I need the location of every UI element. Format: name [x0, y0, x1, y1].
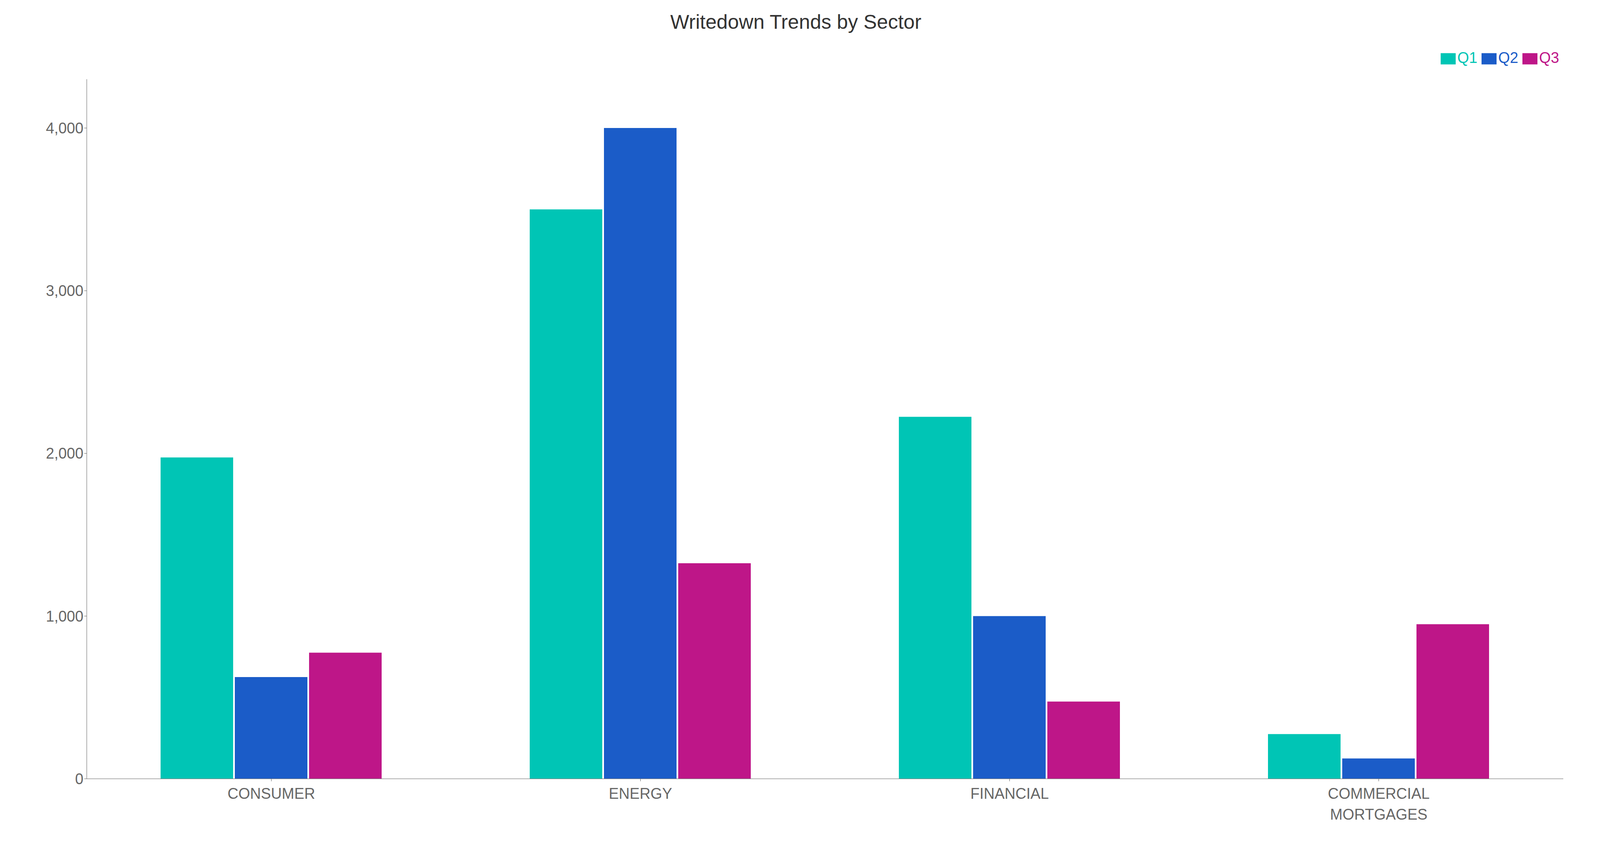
svg-text:0: 0: [75, 770, 84, 788]
svg-text:FINANCIAL: FINANCIAL: [970, 785, 1049, 803]
svg-text:4,000: 4,000: [45, 119, 84, 137]
svg-text:3,000: 3,000: [45, 282, 84, 300]
html-text:Q2: Q2: [1498, 49, 1519, 67]
svg-text:CONSUMER: CONSUMER: [227, 785, 315, 803]
html-text:Writedown Trends by Sector: Writedown Trends by Sector: [670, 10, 922, 33]
svg-text:COMMERCIALMORTGAGES: COMMERCIALMORTGAGES: [1327, 785, 1430, 824]
svg-text:2,000: 2,000: [45, 445, 84, 463]
svg-text:ENERGY: ENERGY: [608, 785, 672, 803]
svg-text:1,000: 1,000: [45, 608, 84, 626]
html-text:Q3: Q3: [1539, 49, 1560, 67]
html-text:Q1: Q1: [1457, 49, 1478, 67]
